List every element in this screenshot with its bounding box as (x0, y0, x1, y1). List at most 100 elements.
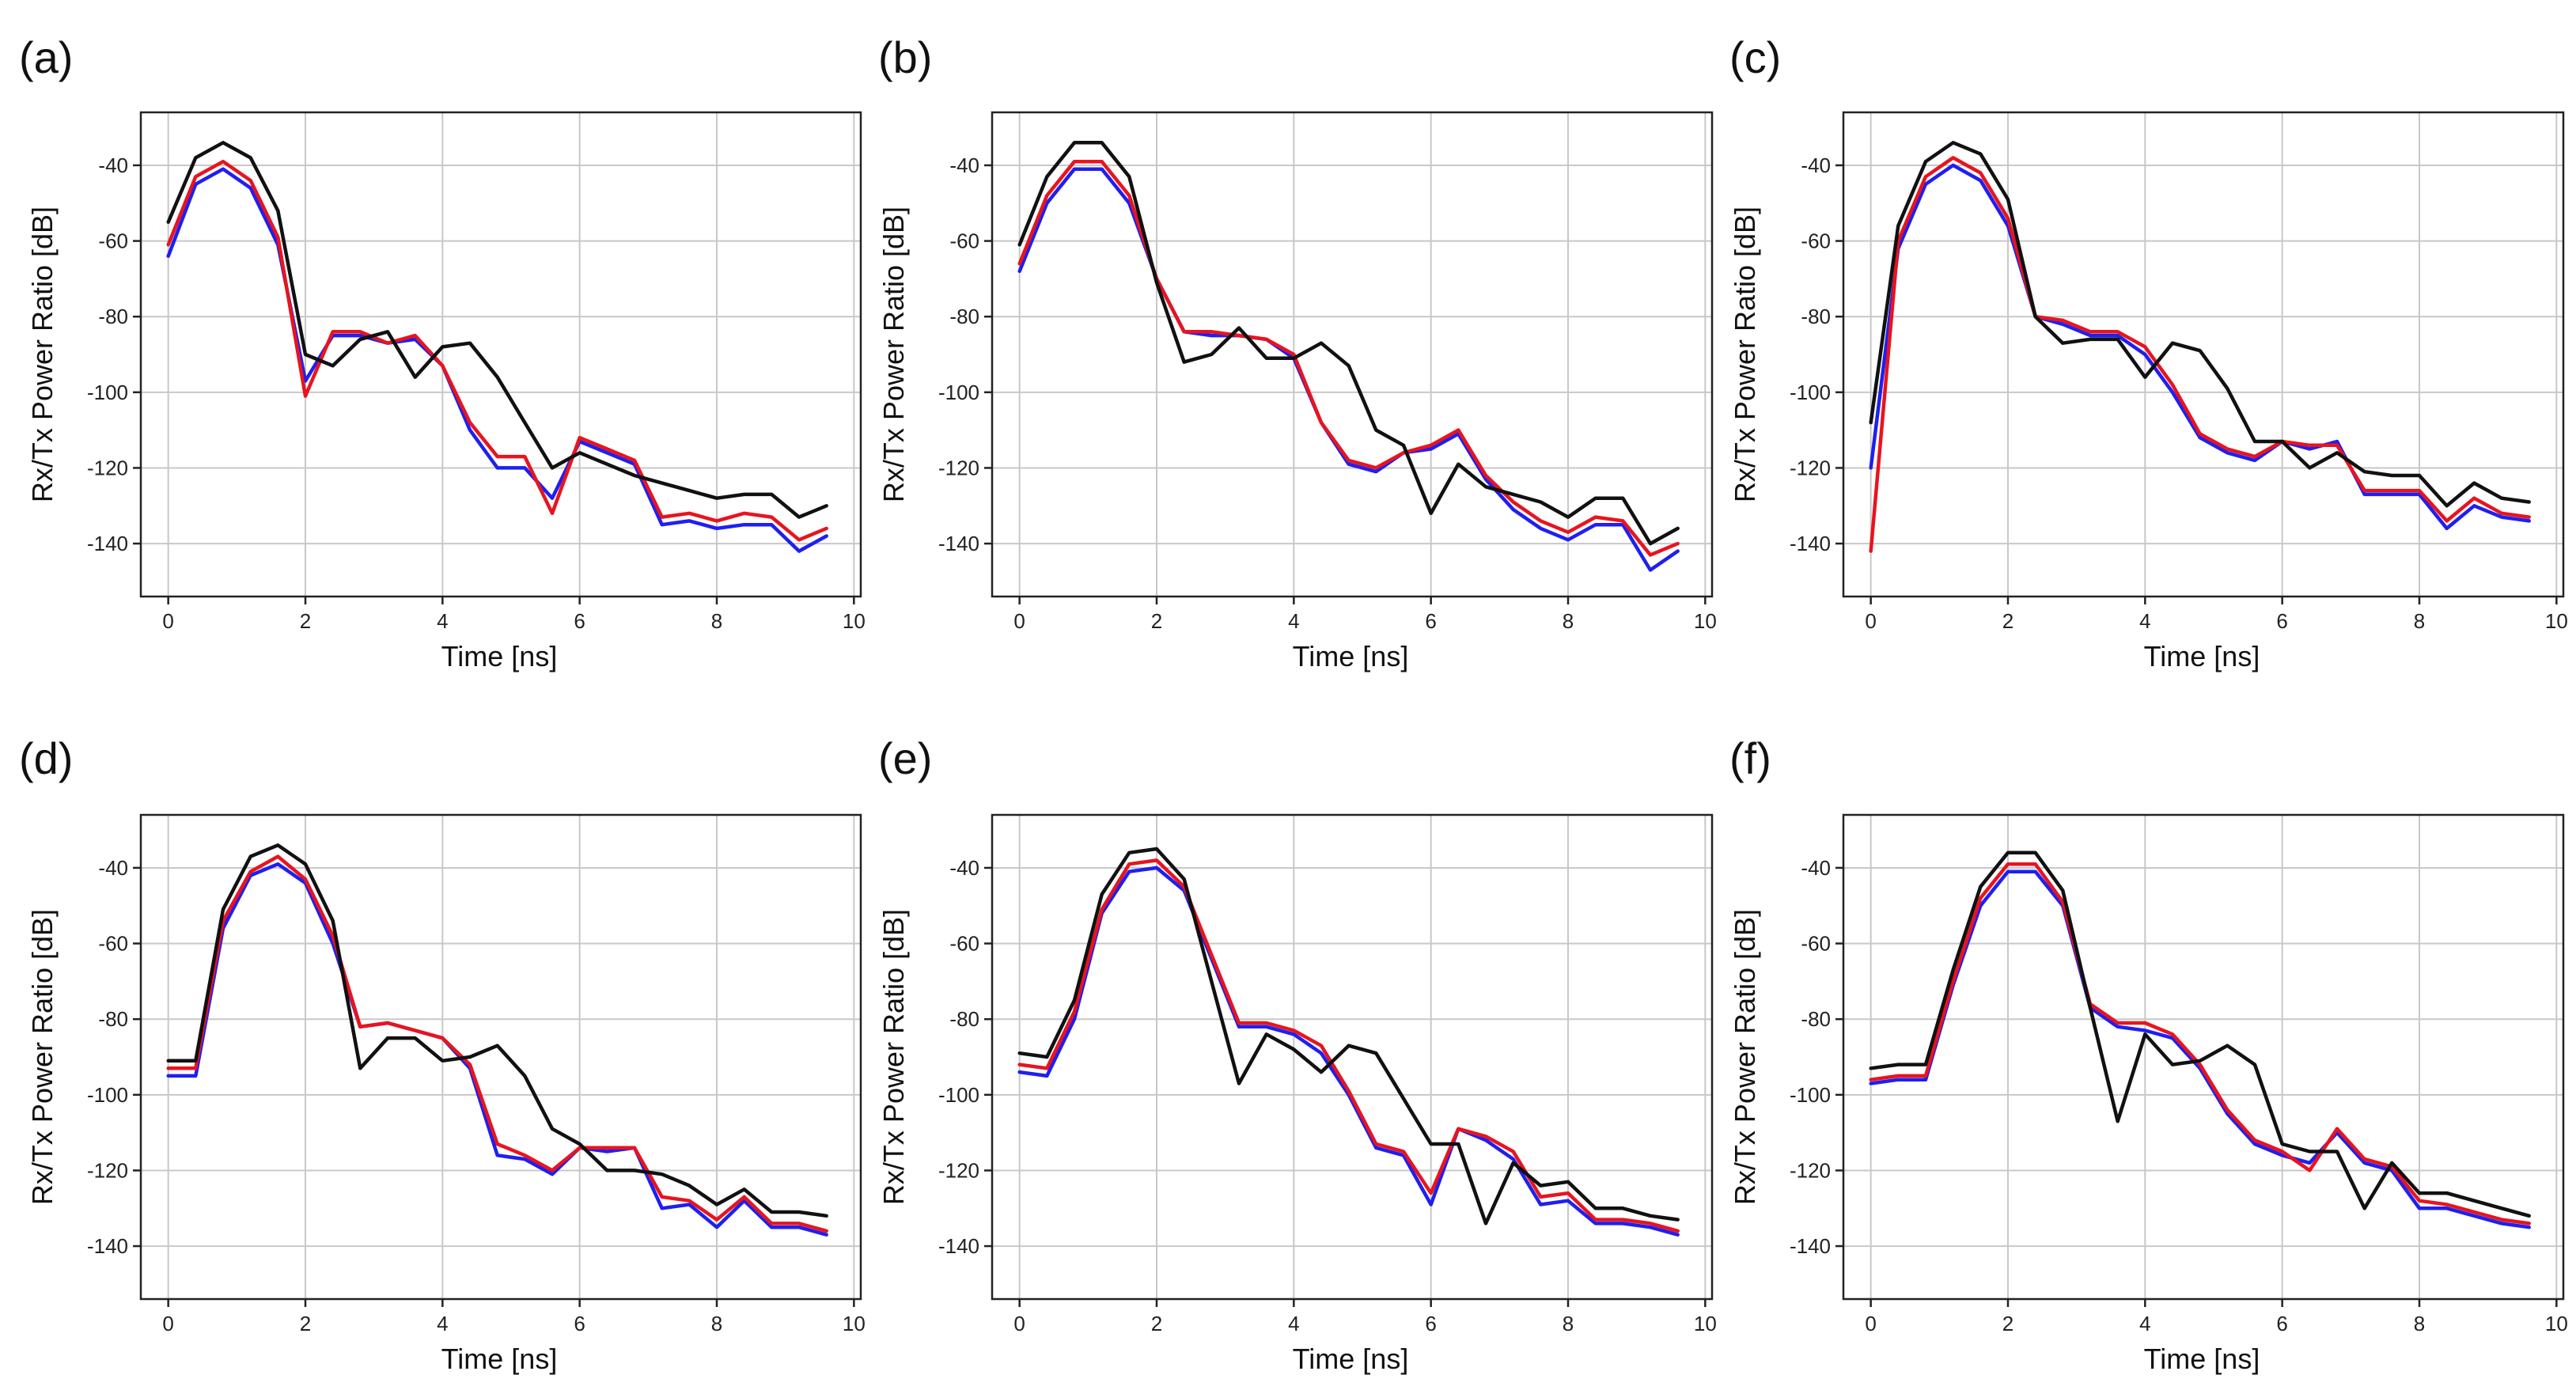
x-tick-label: 2 (1151, 1312, 1162, 1335)
series-line-blue (166, 862, 828, 1237)
y-axis-title: Rx/Tx Power Ratio [dB] (26, 909, 59, 1205)
y-tick-label: -120 (938, 1158, 979, 1182)
y-tick-label: -40 (949, 153, 979, 177)
panel-letter: (a) (19, 32, 73, 82)
x-tick-label: 6 (574, 1312, 585, 1335)
y-axis-title: Rx/Tx Power Ratio [dB] (26, 206, 59, 502)
x-tick-label: 10 (2545, 609, 2568, 633)
x-tick-label: 8 (711, 1312, 722, 1335)
series-line-red (1017, 858, 1680, 1233)
x-tick-label: 6 (1425, 609, 1436, 633)
x-tick-label: 10 (843, 609, 866, 633)
y-axis-title: Rx/Tx Power Ratio [dB] (1729, 206, 1761, 502)
y-tick-label: -40 (949, 856, 979, 880)
x-tick-label: 2 (300, 609, 311, 633)
x-tick-label: 0 (162, 1312, 173, 1335)
panel-2: (c) 0 2 4 6 8 10 -140 -120 -100 -80 -60 -40 Time [ns]… (1729, 32, 2568, 672)
y-tick-label: -140 (87, 532, 128, 555)
x-tick-label: 8 (2414, 609, 2425, 633)
y-tick-label: -80 (1801, 1007, 1831, 1031)
y-tick-label: -100 (1790, 381, 1831, 404)
x-tick-label: 6 (1425, 1312, 1436, 1335)
series-line-red (1869, 156, 2531, 553)
y-tick-label: -60 (949, 932, 979, 956)
x-tick-label: 4 (437, 609, 448, 633)
series-line-red (166, 159, 828, 542)
y-tick-label: -80 (1801, 305, 1831, 328)
panel-5: (f) 0 2 4 6 8 10 -140 -120 -100 -80 -60 -40 Time [ns]… (1729, 733, 2568, 1375)
x-tick-label: 4 (1288, 1312, 1299, 1335)
series-line-blue (1869, 163, 2531, 531)
panel-letter: (b) (878, 32, 932, 82)
panel-letter: (f) (1729, 733, 1771, 783)
y-axis-title: Rx/Tx Power Ratio [dB] (877, 206, 910, 502)
y-tick-label: -100 (938, 1083, 979, 1107)
x-tick-label: 0 (1013, 609, 1025, 633)
y-tick-label: -60 (1801, 932, 1831, 956)
panel-letter: (c) (1729, 32, 1781, 82)
y-tick-label: -60 (98, 229, 128, 253)
y-tick-label: -60 (1801, 229, 1831, 253)
x-tick-label: 8 (1563, 609, 1574, 633)
series-line-black (166, 843, 828, 1218)
x-tick-label: 2 (2002, 609, 2013, 633)
x-tick-label: 6 (574, 609, 585, 633)
x-tick-label: 0 (1013, 1312, 1025, 1335)
y-tick-label: -140 (87, 1234, 128, 1258)
y-tick-label: -140 (1790, 532, 1831, 555)
plot-frame (1842, 111, 2565, 598)
x-tick-label: 8 (1563, 1312, 1574, 1335)
x-tick-label: 2 (2002, 1312, 2013, 1335)
x-tick-label: 6 (2276, 609, 2287, 633)
x-tick-label: 2 (300, 1312, 311, 1335)
x-tick-label: 2 (1151, 609, 1162, 633)
y-tick-label: -120 (87, 456, 128, 479)
panel-3: (d) 0 2 4 6 8 10 -140 -120 -100 -80 -60 -40 Time [ns]… (19, 733, 866, 1375)
x-axis-title: Time [ns] (2144, 1343, 2260, 1375)
x-tick-label: 10 (2545, 1312, 2568, 1335)
y-tick-label: -140 (938, 1234, 979, 1258)
series-line-red (1869, 862, 2531, 1225)
x-tick-label: 10 (1694, 1312, 1717, 1335)
y-tick-label: -60 (98, 932, 128, 956)
x-tick-label: 8 (2414, 1312, 2425, 1335)
series-line-red (1017, 159, 1680, 557)
plot-frame (1842, 813, 2565, 1301)
y-tick-label: -40 (1801, 153, 1831, 177)
x-axis-title: Time [ns] (2144, 640, 2260, 672)
y-tick-label: -100 (87, 1083, 128, 1107)
series-line-black (166, 141, 828, 519)
x-tick-label: 4 (437, 1312, 448, 1335)
y-tick-label: -40 (1801, 856, 1831, 880)
x-axis-title: Time [ns] (441, 1343, 558, 1375)
plot-frame (139, 111, 862, 598)
series-line-red (166, 854, 828, 1233)
y-tick-label: -80 (949, 1007, 979, 1031)
x-tick-label: 10 (843, 1312, 866, 1335)
x-axis-title: Time [ns] (1293, 1343, 1409, 1375)
y-tick-label: -80 (949, 305, 979, 328)
plot-background (141, 815, 861, 1299)
x-tick-label: 0 (1865, 1312, 1876, 1335)
y-tick-label: -40 (98, 856, 128, 880)
y-tick-label: -80 (98, 1007, 128, 1031)
panel-0: (a) 0 2 4 6 8 10 -140 -120 -100 -80 -60 -40 Time [ns]… (19, 32, 866, 672)
series-line-black (1869, 141, 2531, 508)
y-tick-label: -100 (1790, 1083, 1831, 1107)
x-tick-label: 0 (162, 609, 173, 633)
x-tick-label: 0 (1865, 609, 1876, 633)
x-axis-title: Time [ns] (441, 640, 558, 672)
panel-letter: (e) (878, 733, 932, 783)
x-tick-label: 4 (1288, 609, 1299, 633)
series-line-black (1017, 847, 1680, 1225)
y-axis-title: Rx/Tx Power Ratio [dB] (1729, 909, 1761, 1205)
y-tick-label: -40 (98, 153, 128, 177)
x-tick-label: 8 (711, 609, 722, 633)
y-tick-label: -140 (1790, 1234, 1831, 1258)
panel-1: (b) 0 2 4 6 8 10 -140 -120 -100 -80 -60 -40 Time [ns]… (877, 32, 1717, 672)
plot-background (992, 112, 1712, 597)
x-tick-label: 10 (1694, 609, 1717, 633)
x-tick-label: 4 (2139, 609, 2150, 633)
y-tick-label: -60 (949, 229, 979, 253)
